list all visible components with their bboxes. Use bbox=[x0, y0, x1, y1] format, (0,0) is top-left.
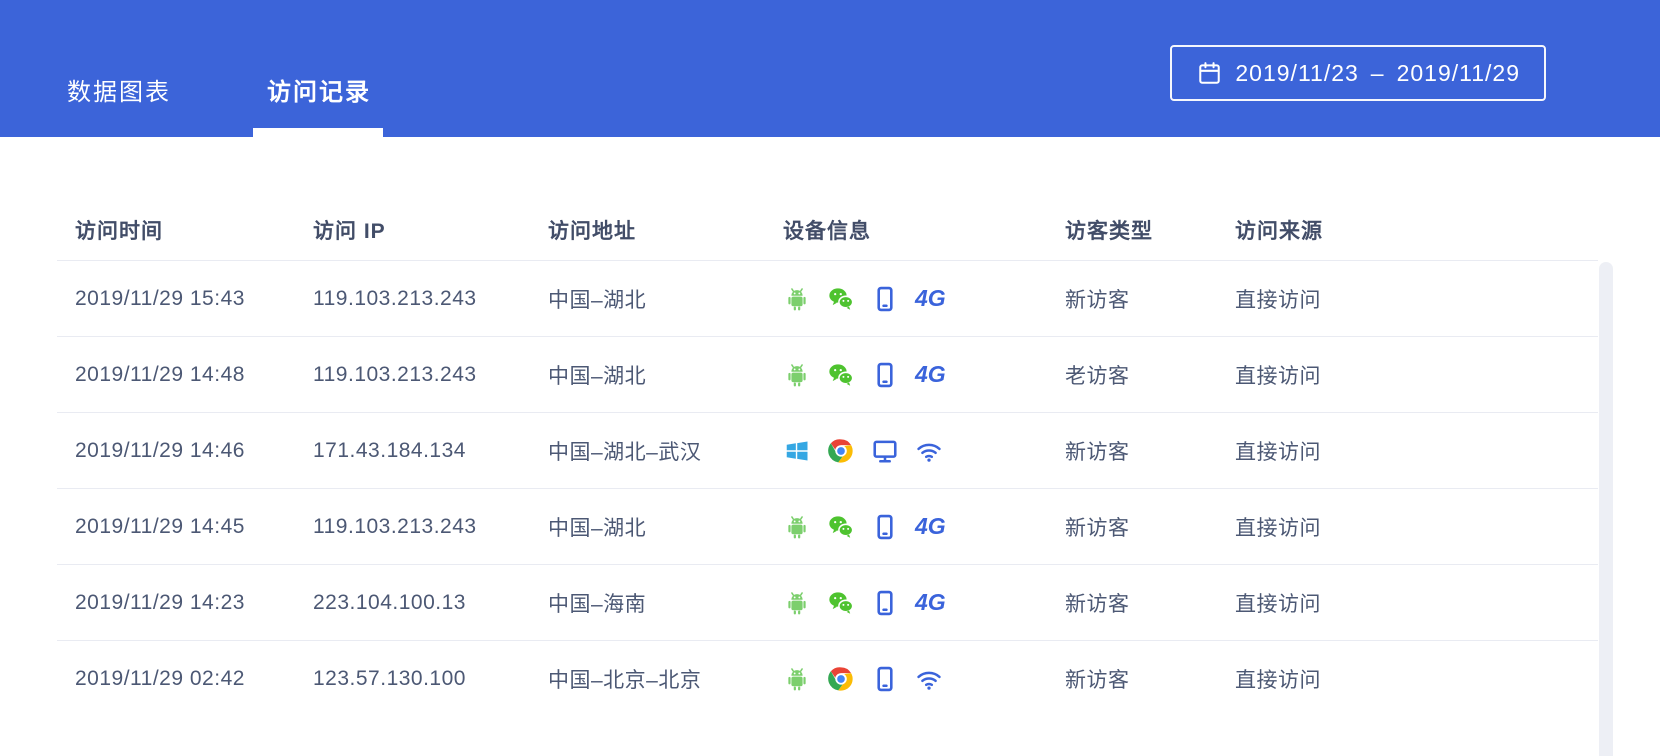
4g-badge: 4G bbox=[915, 513, 946, 539]
android-icon bbox=[783, 665, 811, 693]
visit-location-cell: 中国–湖北 bbox=[548, 364, 647, 388]
android-icon bbox=[783, 285, 811, 313]
4g-badge: 4G bbox=[915, 589, 946, 615]
visit-source-cell: 直接访问 bbox=[1235, 516, 1321, 540]
visitor-type-cell: 新访客 bbox=[1065, 288, 1130, 312]
android-icon bbox=[783, 513, 811, 541]
visit-location-cell: 中国–湖北–武汉 bbox=[548, 440, 702, 464]
column-header: 访问时间 bbox=[75, 220, 163, 243]
table-row: 2019/11/29 14:23 223.104.100.13 中国–海南 4G 新访… bbox=[57, 564, 1598, 640]
visit-ip-cell: 223.104.100.13 bbox=[313, 590, 466, 614]
android-icon bbox=[783, 361, 811, 389]
mobile-icon bbox=[871, 665, 899, 693]
mobile-icon bbox=[871, 361, 899, 389]
windows-icon bbox=[783, 437, 811, 465]
tab-visit-log[interactable]: 访问记录 bbox=[253, 72, 383, 137]
visit-source-cell: 直接访问 bbox=[1235, 288, 1321, 312]
chrome-icon bbox=[827, 437, 855, 465]
table-row: 2019/11/29 14:46 171.43.184.134 中国–湖北–武汉 新… bbox=[57, 412, 1598, 488]
vertical-scrollbar-thumb[interactable] bbox=[1599, 262, 1613, 756]
column-header: 设备信息 bbox=[783, 220, 871, 243]
device-info-cell: 4G bbox=[783, 285, 1065, 313]
wifi-icon bbox=[915, 665, 943, 693]
column-header: 访问 IP bbox=[313, 220, 386, 243]
calendar-icon bbox=[1196, 60, 1223, 87]
column-header: 访问地址 bbox=[548, 220, 636, 243]
visit-source-cell: 直接访问 bbox=[1235, 364, 1321, 388]
table-row: 2019/11/29 15:43 119.103.213.243 中国–湖北 4G 新… bbox=[57, 260, 1598, 336]
table-row: 2019/11/29 02:42 123.57.130.100 中国–北京–北京 新… bbox=[57, 640, 1598, 716]
visit-log-table: 访问时间 访问 IP 访问地址 设备信息 访客类型 访问来源 2019/11/29 15:… bbox=[57, 200, 1598, 716]
main-content: 访问时间 访问 IP 访问地址 设备信息 访客类型 访问来源 2019/11/29 15:… bbox=[0, 200, 1660, 716]
visitor-type-cell: 新访客 bbox=[1065, 668, 1130, 692]
visit-time-cell: 2019/11/29 14:45 bbox=[75, 514, 245, 538]
topbar: 数据图表 访问记录 2019/11/23 – 2019/11/29 bbox=[0, 0, 1660, 137]
visitor-type-cell: 新访客 bbox=[1065, 592, 1130, 616]
visit-location-cell: 中国–海南 bbox=[548, 592, 647, 616]
4g-badge: 4G bbox=[915, 285, 946, 311]
tab-data-charts[interactable]: 数据图表 bbox=[67, 79, 171, 106]
visit-ip-cell: 119.103.213.243 bbox=[313, 286, 477, 310]
device-info-cell: 4G bbox=[783, 361, 1065, 389]
device-info-cell: 4G bbox=[783, 513, 1065, 541]
android-icon bbox=[783, 589, 811, 617]
visit-time-cell: 2019/11/29 14:23 bbox=[75, 590, 245, 614]
visit-source-cell: 直接访问 bbox=[1235, 440, 1321, 464]
4g-badge: 4G bbox=[915, 361, 946, 387]
visit-ip-cell: 119.103.213.243 bbox=[313, 362, 477, 386]
date-range-start: 2019/11/23 bbox=[1235, 59, 1359, 86]
mobile-icon bbox=[871, 513, 899, 541]
visit-source-cell: 直接访问 bbox=[1235, 592, 1321, 616]
wechat-icon bbox=[827, 589, 855, 617]
wechat-icon bbox=[827, 361, 855, 389]
visit-ip-cell: 123.57.130.100 bbox=[313, 666, 466, 690]
table-row: 2019/11/29 14:45 119.103.213.243 中国–湖北 4G 新… bbox=[57, 488, 1598, 564]
visit-location-cell: 中国–北京–北京 bbox=[548, 668, 702, 692]
device-info-cell: 4G bbox=[783, 589, 1065, 617]
device-info-cell bbox=[783, 665, 1065, 693]
visitor-type-cell: 新访客 bbox=[1065, 440, 1130, 464]
tab-bar: 数据图表 访问记录 bbox=[67, 72, 467, 137]
visit-time-cell: 2019/11/29 02:42 bbox=[75, 666, 245, 690]
wifi-icon bbox=[915, 437, 943, 465]
visit-source-cell: 直接访问 bbox=[1235, 668, 1321, 692]
table-row: 2019/11/29 14:48 119.103.213.243 中国–湖北 4G 老… bbox=[57, 336, 1598, 412]
column-header: 访客类型 bbox=[1065, 220, 1153, 243]
date-range-end: 2019/11/29 bbox=[1396, 59, 1520, 86]
visit-ip-cell: 119.103.213.243 bbox=[313, 514, 477, 538]
visit-time-cell: 2019/11/29 14:48 bbox=[75, 362, 245, 386]
visit-ip-cell: 171.43.184.134 bbox=[313, 438, 466, 462]
visitor-type-cell: 老访客 bbox=[1065, 364, 1130, 388]
date-range-separator: – bbox=[1370, 59, 1385, 86]
table-header-row: 访问时间 访问 IP 访问地址 设备信息 访客类型 访问来源 bbox=[57, 200, 1598, 260]
wechat-icon bbox=[827, 285, 855, 313]
visitor-type-cell: 新访客 bbox=[1065, 516, 1130, 540]
chrome-icon bbox=[827, 665, 855, 693]
visit-time-cell: 2019/11/29 15:43 bbox=[75, 286, 245, 310]
table-body: 2019/11/29 15:43 119.103.213.243 中国–湖北 4G 新… bbox=[57, 260, 1598, 716]
visit-time-cell: 2019/11/29 14:46 bbox=[75, 438, 245, 462]
wechat-icon bbox=[827, 513, 855, 541]
visit-location-cell: 中国–湖北 bbox=[548, 288, 647, 312]
mobile-icon bbox=[871, 285, 899, 313]
date-range-picker[interactable]: 2019/11/23 – 2019/11/29 bbox=[1170, 45, 1546, 101]
column-header: 访问来源 bbox=[1235, 220, 1323, 243]
visit-location-cell: 中国–湖北 bbox=[548, 516, 647, 540]
mobile-icon bbox=[871, 589, 899, 617]
device-info-cell bbox=[783, 437, 1065, 465]
desktop-icon bbox=[871, 437, 899, 465]
